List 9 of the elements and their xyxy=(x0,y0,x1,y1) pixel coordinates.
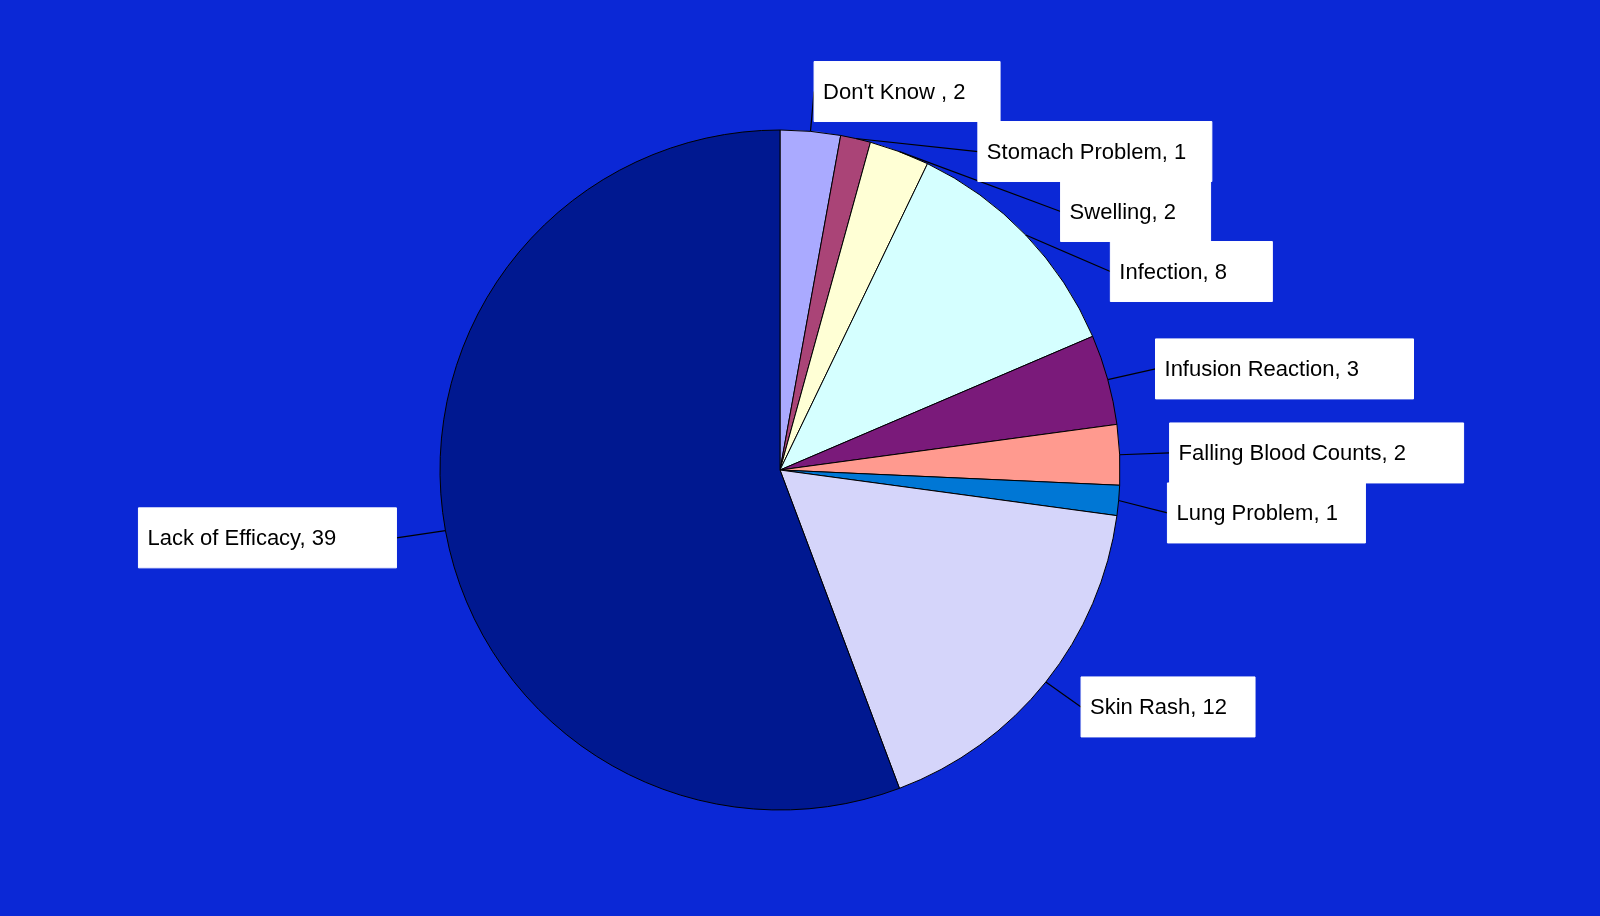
slice-label: Skin Rash, 12 xyxy=(1090,693,1228,719)
slice-label: Stomach Problem, 1 xyxy=(986,138,1187,164)
slice-label: Falling Blood Counts, 2 xyxy=(1178,439,1407,465)
slice-label: Infusion Reaction, 3 xyxy=(1164,355,1359,381)
slice-label: Don't Know , 2 xyxy=(823,78,966,104)
slice-label: Lack of Efficacy, 39 xyxy=(147,524,337,550)
slice-label: Infection, 8 xyxy=(1119,258,1227,284)
slice-label: Swelling, 2 xyxy=(1069,198,1176,224)
slice-label: Lung Problem, 1 xyxy=(1176,499,1338,525)
